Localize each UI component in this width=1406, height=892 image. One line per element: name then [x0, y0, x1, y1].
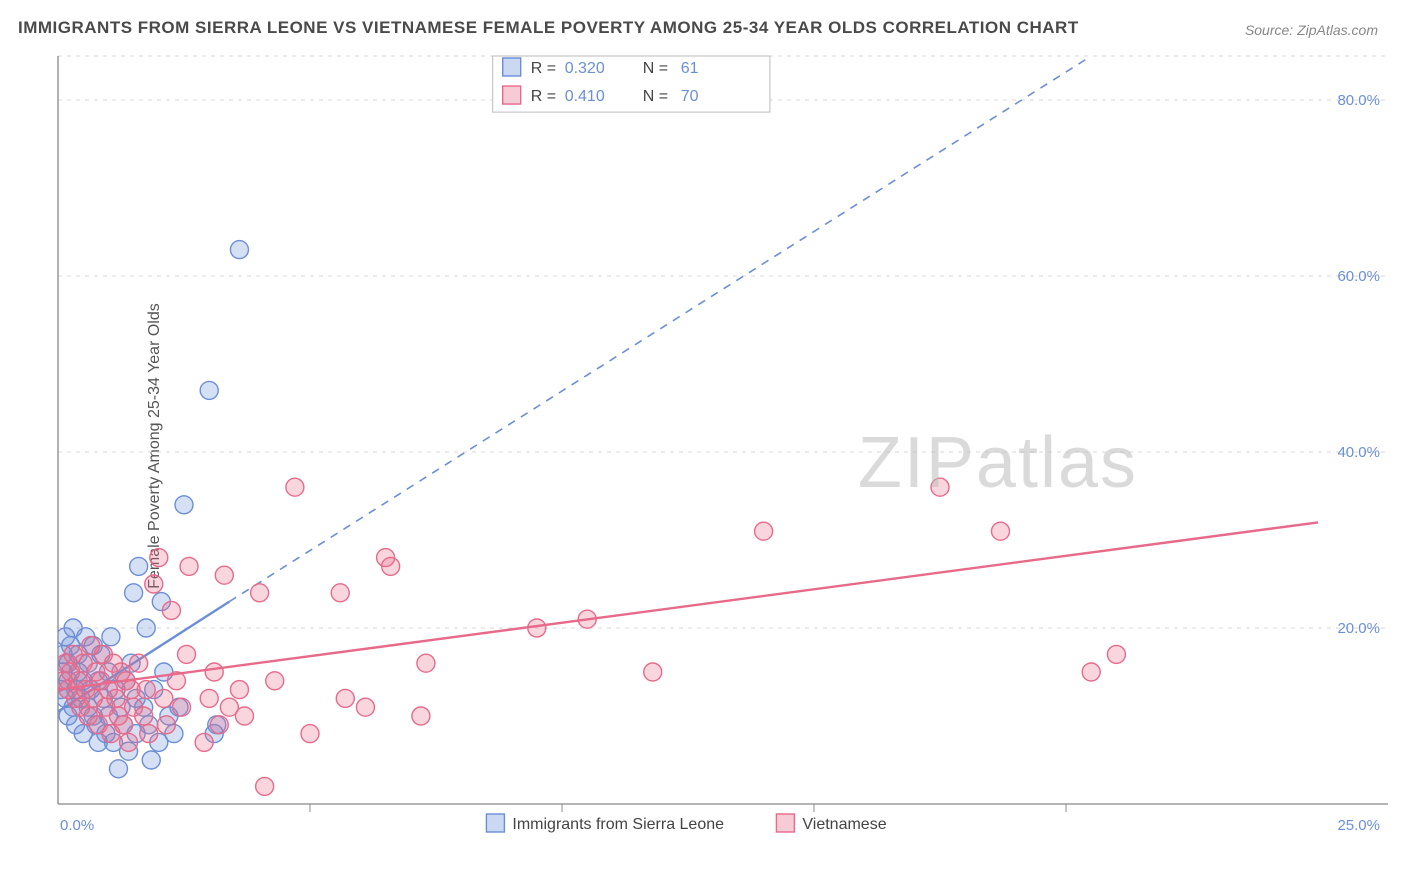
svg-text:61: 61	[681, 60, 699, 77]
svg-text:70: 70	[681, 88, 699, 105]
chart-svg: 20.0% 40.0% 60.0% 80.0% 0.0% 25.0% R = 0.320 N =…	[52, 52, 1388, 844]
svg-text:25.0%: 25.0%	[1337, 817, 1380, 834]
svg-text:0.0%: 0.0%	[60, 817, 94, 834]
svg-text:0.410: 0.410	[565, 88, 605, 105]
svg-text:N =: N =	[643, 60, 668, 77]
source-attribution: Source: ZipAtlas.com	[1245, 22, 1378, 38]
svg-text:80.0%: 80.0%	[1337, 92, 1380, 109]
svg-text:60.0%: 60.0%	[1337, 268, 1380, 285]
svg-text:0.320: 0.320	[565, 60, 605, 77]
svg-text:R =: R =	[531, 88, 556, 105]
svg-text:N =: N =	[643, 88, 668, 105]
svg-text:Immigrants from Sierra Leone: Immigrants from Sierra Leone	[512, 816, 724, 833]
svg-text:R =: R =	[531, 60, 556, 77]
chart-title: IMMIGRANTS FROM SIERRA LEONE VS VIETNAME…	[18, 18, 1079, 38]
svg-text:Vietnamese: Vietnamese	[802, 816, 886, 833]
svg-text:20.0%: 20.0%	[1337, 620, 1380, 637]
svg-text:40.0%: 40.0%	[1337, 444, 1380, 461]
scatter-plot: 20.0% 40.0% 60.0% 80.0% 0.0% 25.0% R = 0.320 N =…	[52, 52, 1388, 844]
